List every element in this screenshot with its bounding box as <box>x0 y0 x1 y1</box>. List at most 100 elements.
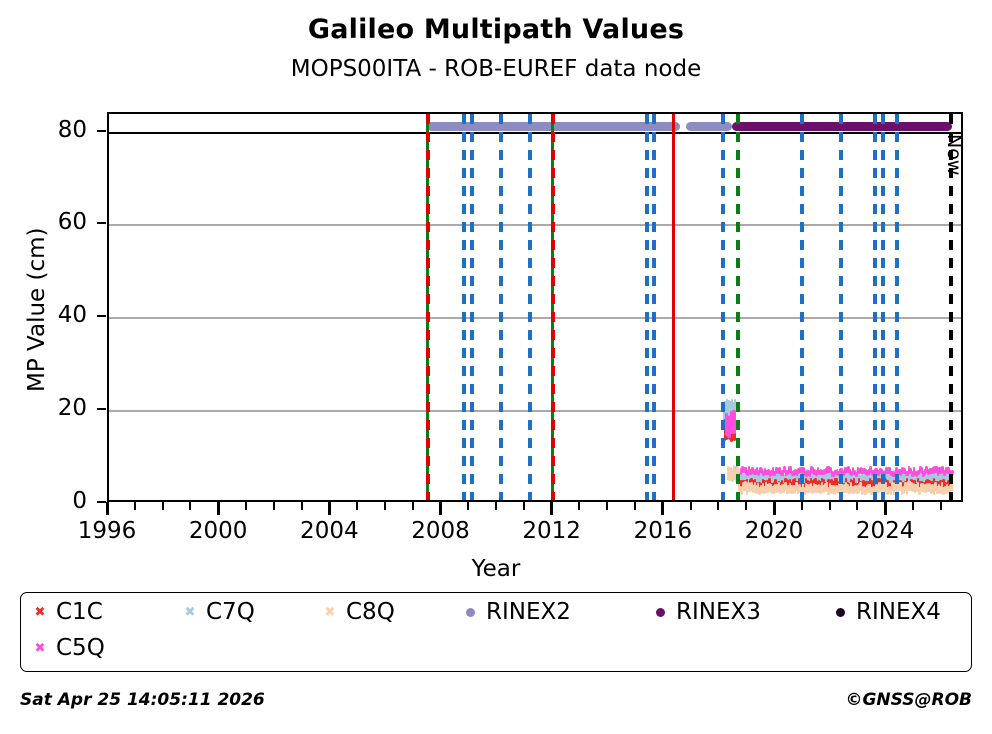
data-point-c7q <box>902 473 905 486</box>
data-point-c8q <box>787 485 790 494</box>
dot-icon <box>651 604 669 621</box>
data-point-c8q <box>862 485 865 494</box>
legend-item-c1c[interactable]: ✖ C1C <box>31 597 103 627</box>
data-point-c8q <box>803 486 806 495</box>
data-point-c5q <box>765 469 768 476</box>
data-point-c8q <box>833 486 837 495</box>
data-point-c8q <box>756 483 760 493</box>
page-subtitle: MOPS00ITA - ROB-EUREF data node <box>290 56 702 82</box>
data-point-c1c <box>865 480 869 489</box>
data-point-c8q <box>798 483 801 493</box>
legend-item-rinex3[interactable]: RINEX3 <box>651 597 761 627</box>
data-point-c7q <box>940 472 944 485</box>
data-point-c8q <box>776 484 779 493</box>
now-annotation: Now <box>943 134 966 176</box>
data-point-c5q <box>824 468 828 475</box>
data-point-c7q <box>865 473 869 486</box>
event-line-17 <box>894 114 899 500</box>
data-point-c7q <box>827 472 830 486</box>
data-point-c8q <box>926 483 929 493</box>
event-line-5 <box>528 114 533 500</box>
data-point-c7q <box>750 471 753 485</box>
legend-item-c8q[interactable]: ✖ C8Q <box>321 597 395 627</box>
y-tick-label-60: 60 <box>57 209 87 236</box>
data-point-c8q <box>908 481 912 491</box>
data-point-c7q <box>777 472 781 485</box>
data-point-c5q <box>888 467 892 474</box>
data-point-c8q <box>928 482 931 492</box>
data-point-c5q <box>792 469 796 476</box>
data-point-c5q <box>899 470 903 477</box>
data-point-c7q <box>835 469 838 483</box>
data-point-c5q <box>919 466 922 473</box>
data-point-c1c <box>752 480 755 489</box>
data-point-c5q <box>751 467 754 474</box>
data-point-c5q <box>856 467 860 474</box>
data-point-c8q <box>864 486 867 495</box>
data-point-c8q <box>886 486 889 495</box>
event-line-14 <box>839 114 844 500</box>
data-point-c8q <box>876 484 880 494</box>
data-point-c7q <box>854 471 857 484</box>
page-title: Galileo Multipath Values <box>307 14 685 45</box>
data-point-c8q <box>753 481 757 492</box>
data-point-c5q <box>853 469 856 476</box>
data-point-c5q <box>725 413 728 437</box>
data-point-c5q <box>743 466 746 474</box>
data-point-c5q <box>855 471 858 477</box>
data-point-c5q <box>914 470 917 477</box>
data-point-c5q <box>821 469 824 476</box>
data-point-c8q <box>913 483 917 493</box>
data-point-c8q <box>902 486 905 495</box>
data-point-c5q <box>887 466 890 474</box>
data-point-c5q <box>776 467 780 475</box>
data-point-c5q <box>831 471 834 477</box>
legend-label: RINEX4 <box>856 598 941 625</box>
legend-item-c5q[interactable]: ✖ C5Q <box>31 633 105 663</box>
data-point-c5q <box>827 466 831 473</box>
event-line-9 <box>652 114 657 500</box>
x-tick-2021 <box>800 502 803 510</box>
data-point-c5q <box>837 470 840 477</box>
data-point-c8q <box>944 485 947 495</box>
legend-label: C5Q <box>56 634 105 661</box>
data-point-c7q <box>788 471 792 484</box>
data-point-c5q <box>815 470 818 476</box>
data-point-c8q <box>854 484 857 494</box>
event-line-11 <box>721 114 726 500</box>
data-point-c8q <box>945 483 949 493</box>
event-line-13 <box>800 114 805 500</box>
data-point-c1c <box>929 480 933 489</box>
event-line-8 <box>644 114 649 500</box>
x-tick-2024 <box>883 502 887 515</box>
data-point-c7q <box>776 473 779 486</box>
legend-item-rinex4[interactable]: RINEX4 <box>831 597 941 627</box>
data-point-c8q <box>824 483 827 493</box>
data-point-c7q <box>924 470 928 484</box>
data-point-c5q <box>807 470 810 476</box>
data-point-c8q <box>739 485 742 495</box>
data-point-c8q <box>760 485 763 494</box>
x-tick-2008 <box>439 502 442 515</box>
x-tick-2003 <box>300 502 303 510</box>
data-point-c8q <box>905 486 909 495</box>
data-point-c5q <box>760 468 764 475</box>
data-point-c7q <box>760 470 763 484</box>
data-point-c7q <box>923 473 926 486</box>
data-point-c5q <box>778 467 781 474</box>
legend-item-rinex2[interactable]: RINEX2 <box>461 597 571 627</box>
data-point-c5q <box>883 471 887 477</box>
legend-row: ✖ C5Q <box>21 633 971 663</box>
data-point-c5q <box>795 470 799 477</box>
x-tick-1997 <box>133 502 136 510</box>
data-point-c5q <box>781 470 784 476</box>
data-point-c1c <box>936 481 939 490</box>
data-point-c7q <box>928 470 931 484</box>
event-line-16 <box>881 114 885 500</box>
data-point-c1c <box>814 477 817 487</box>
x-tick-2007 <box>411 502 414 510</box>
legend-item-c7q[interactable]: ✖ C7Q <box>181 597 255 627</box>
x-tick-2005 <box>356 502 359 510</box>
data-point-c1c <box>902 482 905 490</box>
x-tick-1998 <box>161 502 164 510</box>
